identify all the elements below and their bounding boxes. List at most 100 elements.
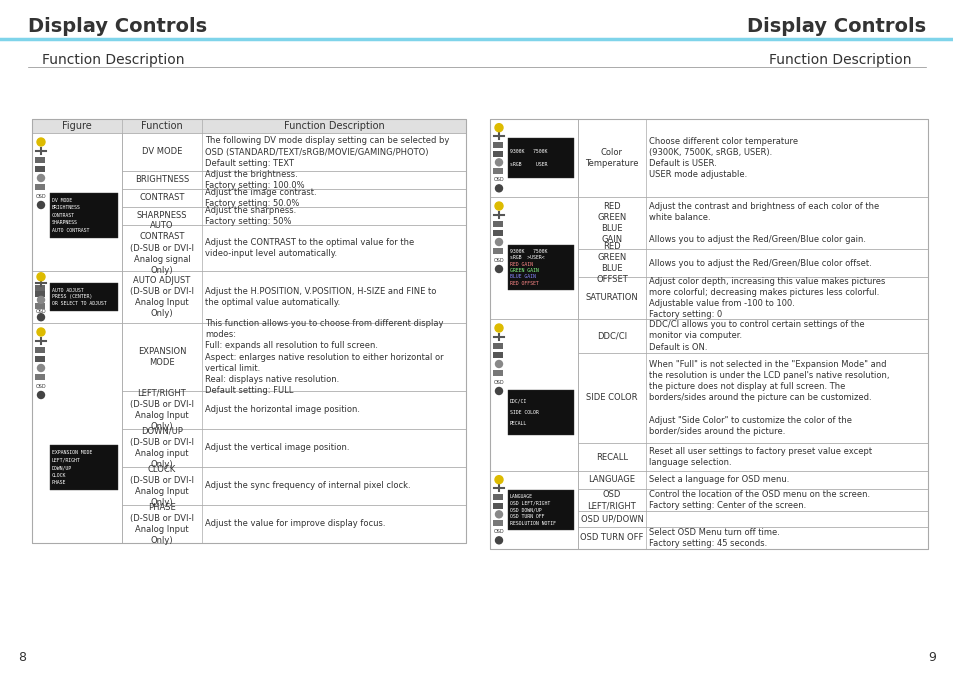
Bar [50,193,118,238]
Text: Function Description: Function Description [42,53,184,67]
Bar [32,323,465,391]
Circle shape [495,324,502,332]
Circle shape [495,159,502,166]
Bar [490,443,927,471]
Text: Reset all user settings to factory preset value except
language selection.: Reset all user settings to factory prese… [648,447,871,467]
Text: BRIGHTNESS: BRIGHTNESS [134,175,189,185]
Text: This function allows you to choose from different display
modes:
Full: expands a: This function allows you to choose from … [205,319,443,395]
Text: AUTO ADJUST: AUTO ADJUST [52,288,84,293]
Bar [490,197,927,249]
Bar [490,119,927,549]
Circle shape [495,123,502,131]
Bar [35,303,45,309]
Bar [32,171,465,189]
Text: Control the location of the OSD menu on the screen.
Factory setting: Center of t: Control the location of the OSD menu on … [648,490,869,510]
Bar [35,285,45,291]
Bar [490,119,578,197]
Bar [507,245,574,290]
Text: Adjust the image contrast.
Factory setting: 50.0%: Adjust the image contrast. Factory setti… [205,188,316,208]
Text: RESOLUTION NOTIF: RESOLUTION NOTIF [510,521,556,526]
Text: EXPANSION MODE: EXPANSION MODE [52,450,92,455]
Text: Adjust the value for improve display focus.: Adjust the value for improve display foc… [205,520,385,528]
Bar [32,467,465,505]
Text: OSD DOWN/UP: OSD DOWN/UP [510,508,541,512]
Text: 9300K   7500K: 9300K 7500K [510,149,547,154]
Text: SATURATION: SATURATION [585,293,638,303]
Text: DV MODE: DV MODE [52,198,72,203]
Text: When "Full" is not selected in the "Expansion Mode" and
the resolution is under : When "Full" is not selected in the "Expa… [648,360,888,436]
Text: OSD TURN OFF: OSD TURN OFF [579,534,643,543]
Bar [490,489,927,511]
Text: LANGUAGE: LANGUAGE [588,475,635,485]
Text: OSD: OSD [493,177,504,182]
Text: 9: 9 [927,651,935,664]
Text: RECALL: RECALL [510,421,527,426]
Text: BLUE GAIN: BLUE GAIN [510,274,536,279]
Bar [490,471,927,489]
Text: AUTO CONTRAST: AUTO CONTRAST [52,228,90,233]
Circle shape [495,202,502,210]
Bar [35,356,45,362]
Bar [493,503,502,509]
Circle shape [495,361,502,367]
Text: DOWN/UP: DOWN/UP [52,465,72,470]
Circle shape [37,273,45,281]
Bar [493,142,502,148]
Bar [32,391,465,429]
Circle shape [495,476,502,484]
Bar [32,323,122,543]
Text: The following DV mode display setting can be selected by
OSD (STANDARD/TEXT/sRGB: The following DV mode display setting ca… [205,136,449,168]
Text: SHARPNESS: SHARPNESS [52,220,78,225]
Text: LEFT/RIGHT: LEFT/RIGHT [52,458,81,462]
Bar [507,490,574,530]
Bar [490,527,927,549]
Bar [493,230,502,236]
Bar [507,137,574,179]
Circle shape [495,239,502,245]
Text: Color
Temperature: Color Temperature [584,148,639,168]
Circle shape [37,175,45,181]
Text: Adjust color depth, increasing this value makes pictures
more colorful; decreasi: Adjust color depth, increasing this valu… [648,277,884,319]
Text: OR SELECT TO ADJUST: OR SELECT TO ADJUST [52,301,107,306]
Text: LEFT/RIGHT
(D-SUB or DVI-I
Analog Input
Only): LEFT/RIGHT (D-SUB or DVI-I Analog Input … [130,389,193,431]
Text: GREEN GAIN: GREEN GAIN [510,268,538,273]
Bar [35,157,45,163]
Text: Function Description: Function Description [283,121,384,131]
Text: OSD: OSD [35,384,47,388]
Text: OSD: OSD [35,193,47,199]
Circle shape [37,328,45,336]
Text: CLOCK
(D-SUB or DVI-I
Analog Input
Only): CLOCK (D-SUB or DVI-I Analog Input Only) [130,465,193,507]
Text: OSD
LEFT/RIGHT: OSD LEFT/RIGHT [587,490,636,510]
Text: RED
GREEN
BLUE
GAIN: RED GREEN BLUE GAIN [597,202,626,244]
Bar [490,511,927,527]
Text: sRGB     USER: sRGB USER [510,162,547,167]
Text: OSD: OSD [493,529,504,534]
Text: Adjust the sync frequency of internal pixel clock.: Adjust the sync frequency of internal pi… [205,481,410,491]
Text: Adjust the contrast and brightness of each color of the
white balance.

Allows y: Adjust the contrast and brightness of ea… [648,202,879,244]
Bar [35,291,45,297]
Circle shape [37,392,45,398]
Text: OSD LEFT/RIGHT: OSD LEFT/RIGHT [510,501,550,506]
Circle shape [495,185,502,192]
Circle shape [37,138,45,146]
Bar [493,151,502,156]
Bar [490,249,927,277]
Circle shape [495,537,502,544]
Bar [32,119,465,543]
Bar [32,429,465,467]
Text: Function Description: Function Description [769,53,911,67]
Text: OSD: OSD [35,309,47,314]
Bar [490,353,927,443]
Text: RECALL: RECALL [596,452,627,462]
Text: Adjust the brightness.
Factory setting: 100.0%: Adjust the brightness. Factory setting: … [205,170,304,190]
Bar [32,119,465,133]
Circle shape [495,388,502,394]
Text: BRIGHTNESS: BRIGHTNESS [52,206,81,210]
Circle shape [37,297,45,303]
Bar [493,352,502,358]
Text: Adjust the horizontal image position.: Adjust the horizontal image position. [205,406,359,415]
Bar [490,319,927,353]
Bar [35,374,45,380]
Text: Adjust the vertical image position.: Adjust the vertical image position. [205,443,349,452]
Text: 9300K   7500K: 9300K 7500K [510,249,547,253]
